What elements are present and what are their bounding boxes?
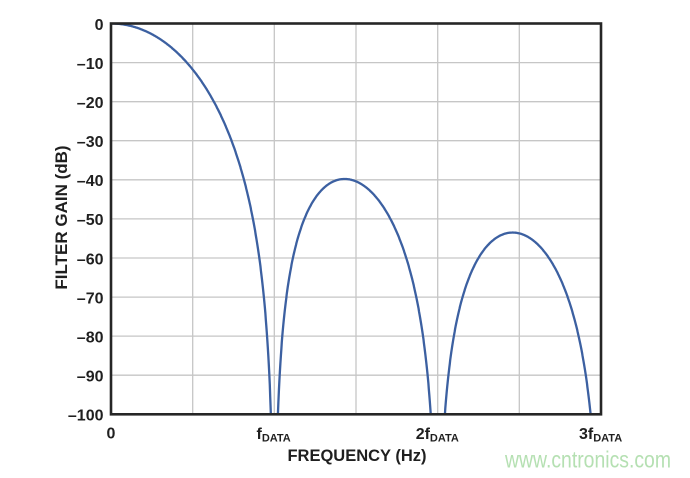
svg-text:–50: –50 (77, 212, 104, 229)
svg-text:–10: –10 (77, 56, 104, 73)
svg-text:–30: –30 (77, 134, 104, 151)
svg-text:–100: –100 (68, 408, 104, 425)
svg-text:0: 0 (95, 17, 104, 34)
svg-text:–70: –70 (77, 290, 104, 307)
svg-text:–80: –80 (77, 329, 104, 346)
svg-text:–20: –20 (77, 95, 104, 112)
svg-text:0: 0 (107, 426, 116, 443)
svg-text:FILTER GAIN (dB): FILTER GAIN (dB) (52, 145, 71, 289)
svg-text:–90: –90 (77, 369, 104, 386)
svg-text:–60: –60 (77, 251, 104, 268)
svg-text:www.cntronics.com: www.cntronics.com (504, 447, 671, 473)
svg-text:FREQUENCY (Hz): FREQUENCY (Hz) (287, 447, 426, 465)
svg-text:–40: –40 (77, 173, 104, 190)
